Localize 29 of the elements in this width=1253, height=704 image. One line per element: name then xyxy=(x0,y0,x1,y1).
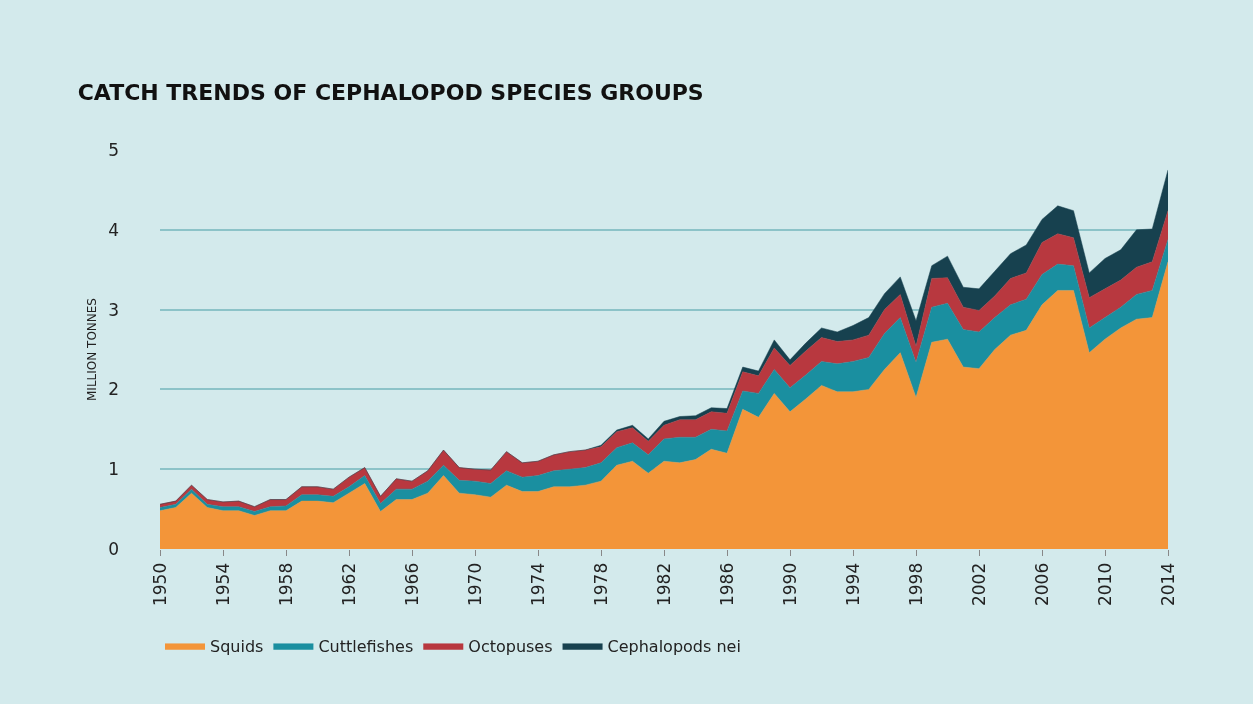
y-tick-label: 3 xyxy=(108,299,119,320)
y-tick-label: 1 xyxy=(108,459,119,480)
y-tick-label: 4 xyxy=(108,219,119,240)
y-tick-label: 5 xyxy=(108,139,119,160)
x-tick-label: 1986 xyxy=(716,562,737,607)
y-tick-label: 0 xyxy=(108,538,119,559)
x-tick-label: 1950 xyxy=(149,562,170,607)
x-tick-label: 1970 xyxy=(464,562,485,607)
legend-label: Squids xyxy=(210,636,264,656)
x-tick-label: 1998 xyxy=(905,562,926,607)
x-tick-label: 1990 xyxy=(779,562,800,607)
x-tick-label: 2014 xyxy=(1157,562,1178,607)
y-tick-label: 2 xyxy=(108,379,119,400)
x-tick-label: 1974 xyxy=(527,562,548,607)
x-tick-label: 2002 xyxy=(968,562,989,607)
x-tick-label: 1962 xyxy=(338,562,359,607)
x-tick-label: 2006 xyxy=(1031,562,1052,607)
x-tick-label: 1978 xyxy=(590,562,611,607)
x-tick-label: 2010 xyxy=(1094,562,1115,607)
y-axis-title: MILLION TONNES xyxy=(85,298,100,401)
chart-title: CATCH TRENDS OF CEPHALOPOD SPECIES GROUPS xyxy=(77,79,704,105)
x-tick-label: 1966 xyxy=(401,562,422,607)
x-tick-label: 1958 xyxy=(275,562,296,607)
x-tick-label: 1982 xyxy=(653,562,674,607)
legend-label: Octopuses xyxy=(468,636,553,656)
legend-label: Cephalopods nei xyxy=(607,636,741,656)
x-tick-label: 1994 xyxy=(842,562,863,607)
x-tick-label: 1954 xyxy=(212,562,233,607)
legend-label: Cuttlefishes xyxy=(318,636,414,656)
